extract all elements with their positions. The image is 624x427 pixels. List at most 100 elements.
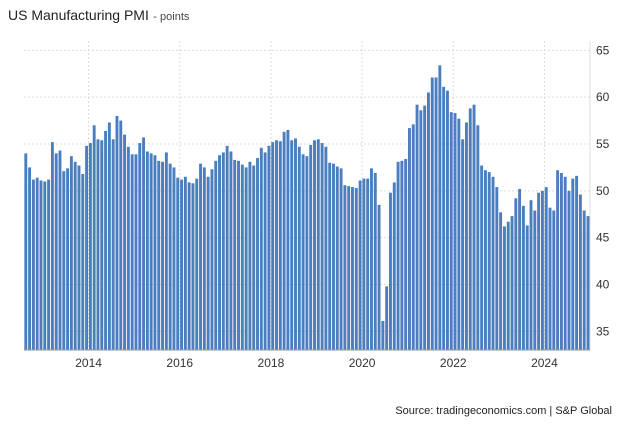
x-tick-label: 2014 [75,356,102,370]
bar [191,183,195,350]
y-tick-label: 40 [596,277,610,291]
bar [145,151,149,350]
bar [392,182,396,350]
bar [66,168,70,350]
bar [506,221,510,350]
bar [176,177,180,350]
bar [358,180,362,350]
bar [138,143,142,350]
bar [180,179,183,350]
bar [411,124,415,350]
source-note: Source: tradingeconomics.com | S&P Globa… [395,405,612,417]
bar [582,210,586,350]
bar [73,161,77,350]
bar [248,161,252,350]
grid-lines [24,41,591,350]
bar [104,130,108,350]
bar [343,185,347,350]
y-tick-label: 45 [596,231,610,245]
bar [430,77,434,350]
x-tick-label: 2018 [258,356,285,370]
bar [123,134,127,350]
bar [316,139,320,350]
bar [218,155,221,350]
bar [210,169,214,350]
bar [510,216,514,350]
bar [305,156,309,350]
bar [85,145,89,350]
chart-title: US Manufacturing PMI [8,7,149,23]
bar [502,226,506,350]
bar [335,166,339,350]
bar [267,145,271,350]
bar [202,167,206,350]
bar [544,187,548,350]
bar [297,146,301,350]
bar [518,188,522,350]
bar [370,168,373,350]
bar [559,173,563,350]
bar [119,120,123,350]
bar [206,176,210,350]
bar [244,167,248,350]
bar [278,141,282,350]
bar [309,144,313,350]
bar [77,165,81,350]
bar [237,160,240,350]
bar [324,146,328,350]
bar [54,153,58,350]
bar [446,90,449,351]
y-tick-label: 35 [596,324,610,338]
bar [351,187,354,350]
bar [107,122,111,350]
bar [396,161,400,350]
bar [252,165,256,350]
bar [529,200,533,350]
bar [423,105,427,350]
bar [100,140,104,350]
bar [134,154,138,350]
bar [499,212,503,350]
bar [271,142,275,350]
x-tick-label: 2020 [349,356,376,370]
bar [259,147,263,350]
bar [43,181,47,350]
bar [88,143,92,350]
bar [50,142,54,350]
bar [282,131,286,350]
y-tick-label: 50 [596,184,610,198]
bar [514,198,518,350]
bar [552,210,556,350]
bar [476,125,480,350]
bar [286,129,290,350]
bar [168,163,172,350]
bar [419,110,423,350]
bar [571,178,575,350]
x-tick-label: 2022 [440,356,467,370]
bar [540,190,544,350]
x-tick-label: 2016 [166,356,193,370]
bar [328,162,332,350]
bar [199,163,202,350]
bar [442,86,446,350]
bar [354,188,358,350]
bar [438,65,442,350]
bar [164,152,168,350]
bar [381,320,385,350]
bar [240,164,244,350]
bar [161,161,165,350]
y-tick-label: 55 [596,137,610,151]
bar [427,92,430,350]
bar [233,159,237,350]
bar [172,167,176,350]
chart-unit: - points [153,11,190,23]
bar [294,138,297,350]
bar [400,160,404,350]
bar [28,167,32,350]
y-tick-label: 60 [596,90,610,104]
bar [567,190,571,350]
bar [362,178,366,350]
bar [157,160,161,350]
bar [377,204,381,350]
